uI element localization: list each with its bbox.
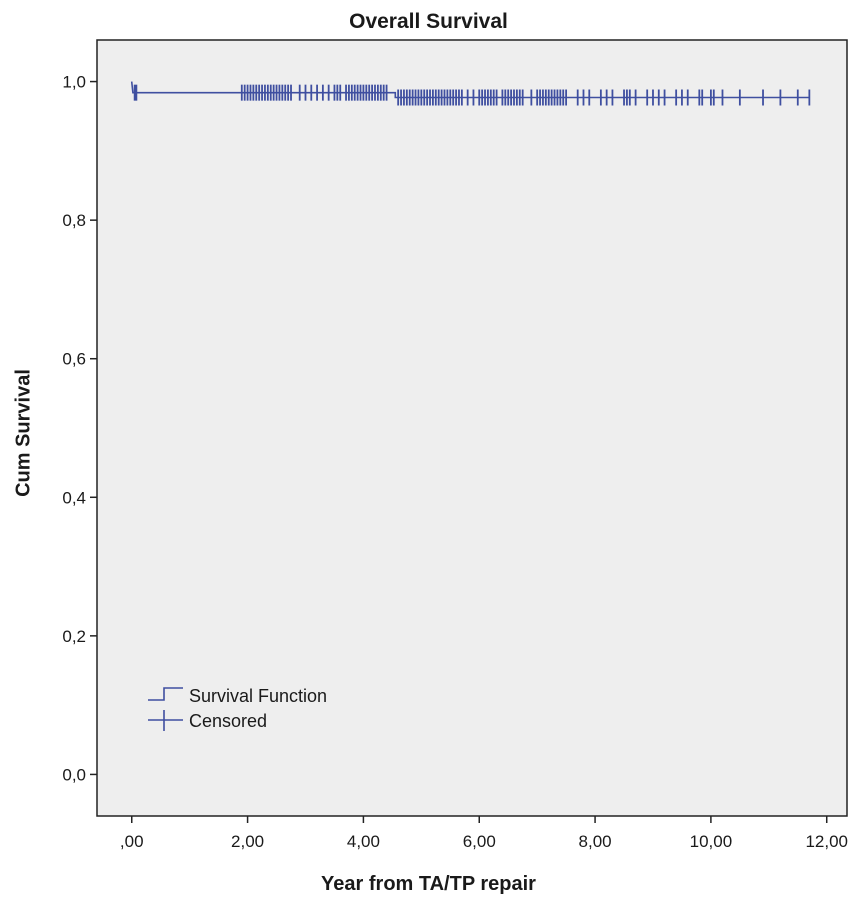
x-tick-label: 6,00 — [463, 832, 496, 851]
legend-survival-function-icon — [148, 687, 183, 701]
survival-function-line — [130, 81, 810, 99]
y-tick-label: 0,0 — [62, 765, 86, 784]
x-axis-label: Year from TA/TP repair — [321, 873, 536, 895]
legend: Survival Function Censored — [148, 686, 327, 731]
chart-title: Overall Survival — [349, 10, 508, 33]
x-tick-label: 12,00 — [805, 832, 848, 851]
x-tick-label: 10,00 — [690, 832, 733, 851]
x-tick-label: ,00 — [120, 832, 144, 851]
legend-survival-function-label: Survival Function — [189, 686, 327, 706]
y-axis: 0,0 0,2 0,4 0,6 0,8 1,0 — [62, 73, 97, 784]
y-tick-label: 0,2 — [62, 627, 86, 646]
y-tick-label: 0,4 — [62, 488, 86, 507]
plot-area — [96, 39, 848, 817]
x-tick-label: 8,00 — [579, 832, 612, 851]
y-tick-label: 0,8 — [62, 211, 86, 230]
legend-censored-label: Censored — [189, 711, 267, 731]
x-tick-label: 2,00 — [231, 832, 264, 851]
y-axis-label: Cum Survival — [12, 369, 35, 497]
y-tick-label: 0,6 — [62, 350, 86, 369]
y-tick-label: 1,0 — [62, 73, 86, 92]
plot-series — [130, 81, 811, 106]
x-tick-label: 4,00 — [347, 832, 380, 851]
x-axis: ,00 2,00 4,00 6,00 8,00 10,00 12,00 — [120, 816, 848, 851]
